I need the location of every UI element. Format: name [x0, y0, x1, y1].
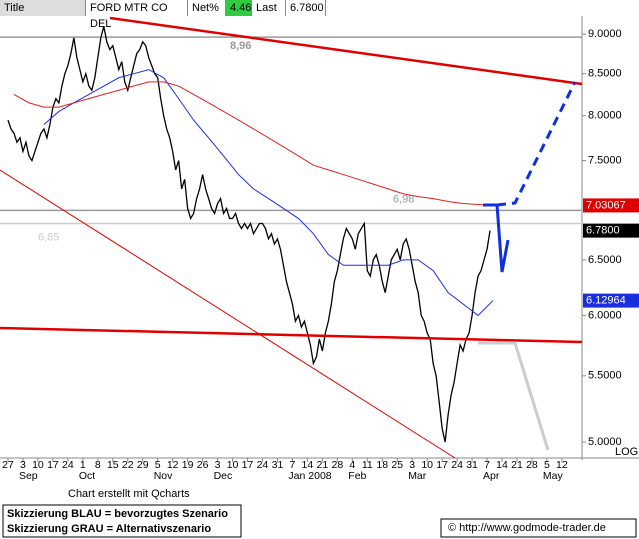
- level-label: 8,96: [230, 40, 251, 52]
- x-tick-label: 5: [544, 459, 550, 471]
- header-symbol: FORD MTR CO DEL: [86, 0, 188, 30]
- price-tag: [583, 223, 639, 238]
- header-title: Title: [0, 0, 86, 16]
- y-tick-label: 5.5000: [588, 370, 622, 382]
- annotation-layer: 8,96 6,98 6,85: [0, 36, 582, 243]
- x-tick-label: 31: [272, 459, 284, 471]
- x-tick-label: 8: [95, 459, 101, 471]
- x-tick-label: 17: [47, 459, 59, 471]
- x-tick-label: 28: [526, 459, 538, 471]
- data-layer: [7, 26, 494, 443]
- copyright: © http://www.godmode-trader.de: [448, 522, 606, 534]
- x-tick-label: 28: [331, 459, 343, 471]
- legend-text: Skizzierung BLAU = bevorzugtes Szenario: [7, 508, 228, 520]
- level-label: 6,85: [38, 231, 59, 243]
- price-tag-label: 7.03067: [586, 199, 626, 211]
- x-tick-label: 10: [227, 459, 239, 471]
- x-tick-label: 19: [182, 459, 194, 471]
- x-tick-label: 14: [496, 459, 508, 471]
- resistance-trendline: [109, 16, 583, 86]
- x-tick-label: 3: [215, 459, 221, 471]
- price-tag: [583, 198, 639, 213]
- x-tick-label: 31: [466, 459, 478, 471]
- month-label: Mar: [408, 470, 427, 482]
- x-tick-label: 24: [257, 459, 269, 471]
- x-tick-label: 14: [302, 459, 314, 471]
- x-tick-label: 17: [242, 459, 254, 471]
- price-tag-label: 6.12964: [586, 295, 626, 307]
- month-label: Oct: [79, 470, 95, 482]
- x-tick-label: 10: [32, 459, 44, 471]
- x-tick-label: 11: [362, 459, 373, 471]
- y-tick-label: 5.0000: [588, 436, 622, 448]
- support-line: [0, 326, 583, 344]
- y-tick-label: 6.0000: [588, 309, 622, 321]
- lower-trendline: [0, 169, 456, 459]
- header-net-value: 4.46: [226, 0, 252, 16]
- x-tick-label: 17: [436, 459, 448, 471]
- moving-average: [13, 81, 494, 206]
- legend-text: Skizzierung GRAU = Alternativszenario: [7, 523, 211, 535]
- x-tick-label: 1: [80, 459, 86, 471]
- x-tick-label: 7: [484, 459, 490, 471]
- x-tick-label: 26: [197, 459, 209, 471]
- price-tag: [583, 293, 639, 308]
- month-label: Apr: [483, 470, 500, 482]
- log-label: LOG: [615, 446, 638, 458]
- legend-box: [2, 504, 242, 538]
- price-tag-label: 6.7800: [586, 225, 620, 237]
- price-line: [7, 26, 491, 443]
- moving-average: [43, 69, 494, 317]
- x-tick-label: 12: [167, 459, 179, 471]
- x-tick-label: 3: [20, 459, 26, 471]
- drawing-layer: [0, 16, 583, 459]
- x-tick-label: 27: [2, 459, 14, 471]
- copyright-box: [440, 518, 637, 538]
- x-tick-label: 22: [122, 459, 134, 471]
- x-tick-label: 25: [391, 459, 403, 471]
- x-tick-label: 15: [107, 459, 119, 471]
- y-tick-label: 8.0000: [588, 110, 622, 122]
- header-net-label: Net%: [188, 0, 226, 16]
- y-tick-label: 7.5000: [588, 154, 622, 166]
- header-last-label: Last: [252, 0, 286, 16]
- x-tick-label: 24: [451, 459, 463, 471]
- grey-scenario: [478, 341, 550, 451]
- x-tick-label: 12: [556, 459, 568, 471]
- credit: Chart erstellt mit Qcharts: [68, 488, 190, 500]
- x-tick-label: 29: [137, 459, 149, 471]
- blue-scenario: [483, 203, 510, 273]
- header-last-value: 6.7800: [286, 0, 326, 16]
- blue-scenario-target: [496, 81, 577, 207]
- x-tick-label: 4: [349, 459, 355, 471]
- x-tick-label: 5: [155, 459, 161, 471]
- month-label: Feb: [348, 470, 366, 482]
- x-tick-label: 21: [317, 459, 329, 471]
- x-tick-label: 10: [421, 459, 433, 471]
- y-tick-label: 6.5000: [588, 254, 622, 266]
- x-tick-label: 7: [290, 459, 296, 471]
- x-tick-label: 3: [409, 459, 415, 471]
- x-tick-label: 18: [376, 459, 388, 471]
- month-label: Dec: [214, 470, 233, 482]
- x-tick-label: 24: [62, 459, 74, 471]
- y-tick-label: 9.0000: [588, 28, 622, 40]
- month-label: Sep: [19, 470, 38, 482]
- month-label: Jan 2008: [288, 470, 331, 482]
- y-tick-label: 8.5000: [588, 68, 622, 80]
- month-label: May: [543, 470, 564, 482]
- level-label: 6,98: [393, 193, 414, 205]
- x-tick-label: 21: [511, 459, 523, 471]
- month-label: Nov: [154, 470, 173, 482]
